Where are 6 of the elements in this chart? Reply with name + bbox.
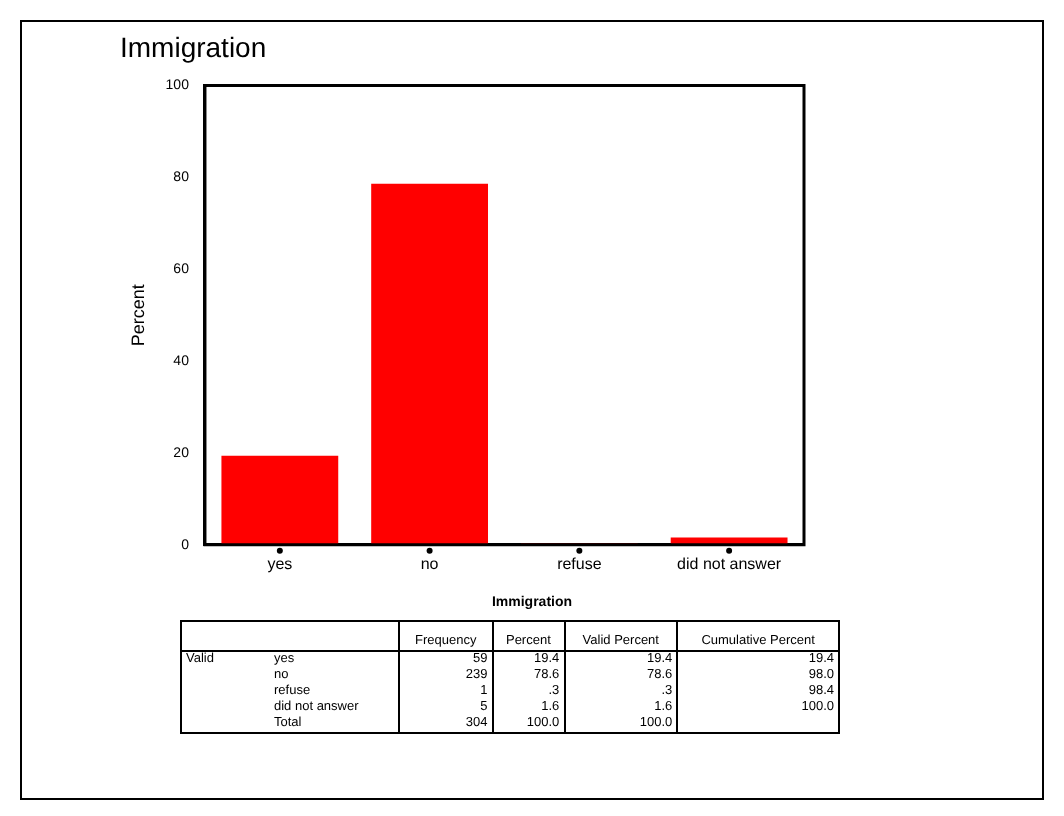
x-tick-label: refuse: [557, 554, 603, 573]
x-tick-label: yes: [267, 554, 293, 573]
chart-title: Immigration: [120, 30, 267, 63]
x-tick-label: no: [420, 554, 440, 573]
y-axis-title: Percent: [127, 283, 148, 347]
x-tick-label: did not answer: [677, 554, 782, 573]
